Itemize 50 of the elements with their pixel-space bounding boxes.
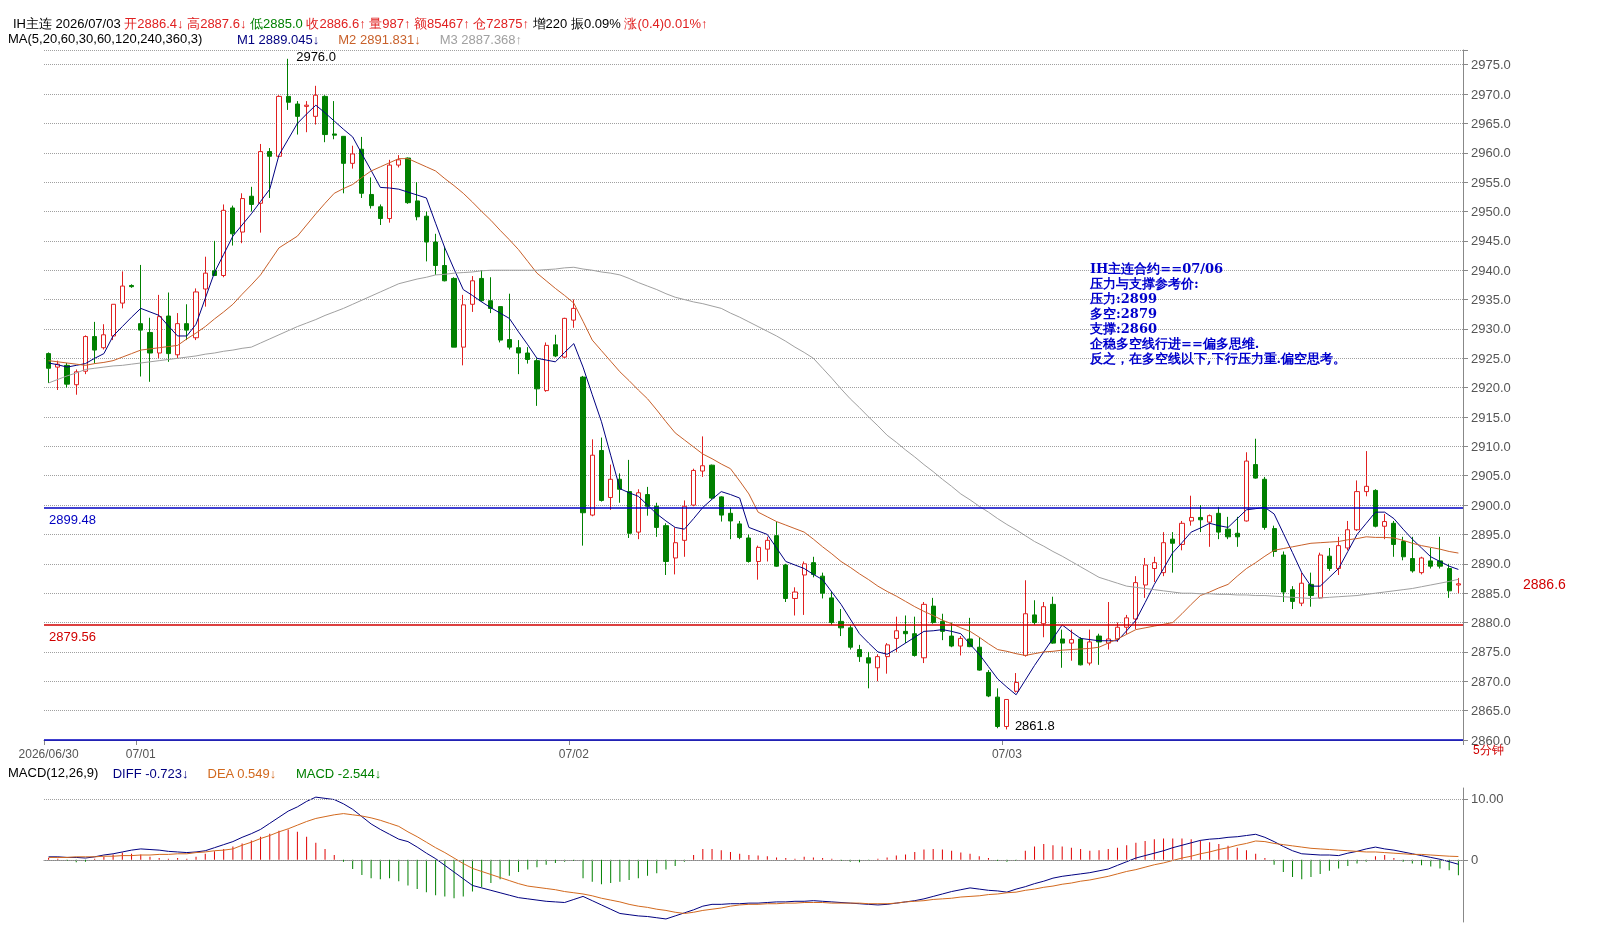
- text: M1 2889.045↓: [236, 31, 320, 47]
- y-tick-label: 2910.0: [1471, 438, 1511, 454]
- text: MACD -2.544↓: [295, 765, 382, 781]
- y-tick-label: 2935.0: [1471, 292, 1511, 308]
- ref-line-label: 2879.56: [49, 629, 96, 645]
- annotation: 压力:2899: [1089, 290, 1157, 306]
- x-tick-label: 07/03: [991, 747, 1023, 761]
- y-tick-label: 0: [1471, 852, 1479, 868]
- y-tick-label: 2900.0: [1471, 497, 1511, 513]
- x-tick-label: 07/02: [558, 747, 590, 761]
- text: 2886.6: [1523, 575, 1567, 592]
- text: DIFF -0.723↓: [112, 765, 189, 781]
- annotation: 压力与支撑参考价:: [1089, 275, 1199, 291]
- y-tick-label: 2870.0: [1471, 673, 1511, 689]
- y-tick-label: 2975.0: [1471, 57, 1511, 73]
- ref-line-label: 2899.48: [49, 512, 96, 528]
- y-tick-label: 2905.0: [1471, 468, 1511, 484]
- legend-title: MA(5,20,60,30,60,120,240,360,3): [8, 31, 203, 46]
- y-tick-label: 2925.0: [1471, 350, 1511, 366]
- annotation: 2861.8: [1014, 717, 1055, 733]
- text: DEA 0.549↓: [207, 765, 277, 781]
- annotation: 支撑:2860: [1089, 320, 1157, 336]
- y-tick-label: 2895.0: [1471, 526, 1511, 542]
- y-tick-label: 2930.0: [1471, 321, 1511, 337]
- annotation: 多空:2879: [1090, 305, 1157, 321]
- chart-title: IH主连 2026/07/03 开2886.4↓ 高2887.6↓ 低2885.0 收2886.6↑ 量987↑ 额85467↑ 仓72875↑ 增220 振0.09% 涨(0.4)0.01%↑: [13, 16, 708, 31]
- annotation: 2976.0: [296, 49, 336, 65]
- y-tick-label: 2885.0: [1471, 585, 1511, 601]
- x-tick-label: 2026/06/30: [18, 747, 79, 761]
- y-tick-label: 2970.0: [1471, 86, 1511, 102]
- y-tick-label: 2875.0: [1471, 644, 1511, 660]
- text: M3 2887.368↑: [439, 31, 523, 47]
- text: M2 2891.831↓: [338, 31, 421, 47]
- y-tick-label: 2915.0: [1471, 409, 1511, 425]
- y-tick-label: 2920.0: [1471, 380, 1511, 396]
- y-tick-label: 2945.0: [1471, 233, 1511, 249]
- y-tick-label: 2865.0: [1471, 703, 1511, 719]
- annotation: 企稳多空线行进==偏多思维.: [1089, 335, 1260, 351]
- annotation: IH主连合约==07/06: [1090, 260, 1224, 276]
- x-tick-label: 07/01: [125, 747, 157, 761]
- legend-title: MACD(12,26,9): [8, 765, 99, 780]
- y-tick-label: 2960.0: [1471, 145, 1511, 161]
- y-tick-label: 2890.0: [1471, 556, 1511, 572]
- annotation: 反之，在多空线以下,下行压力重.偏空思考。: [1089, 350, 1347, 366]
- y-tick-label: 2940.0: [1471, 262, 1511, 278]
- y-tick-label: 2950.0: [1471, 203, 1511, 219]
- y-tick-label: 2880.0: [1471, 615, 1511, 631]
- y-tick-label: 2965.0: [1471, 115, 1511, 131]
- y-tick-label: 10.00: [1471, 791, 1504, 807]
- y-tick-label: 2955.0: [1471, 174, 1511, 190]
